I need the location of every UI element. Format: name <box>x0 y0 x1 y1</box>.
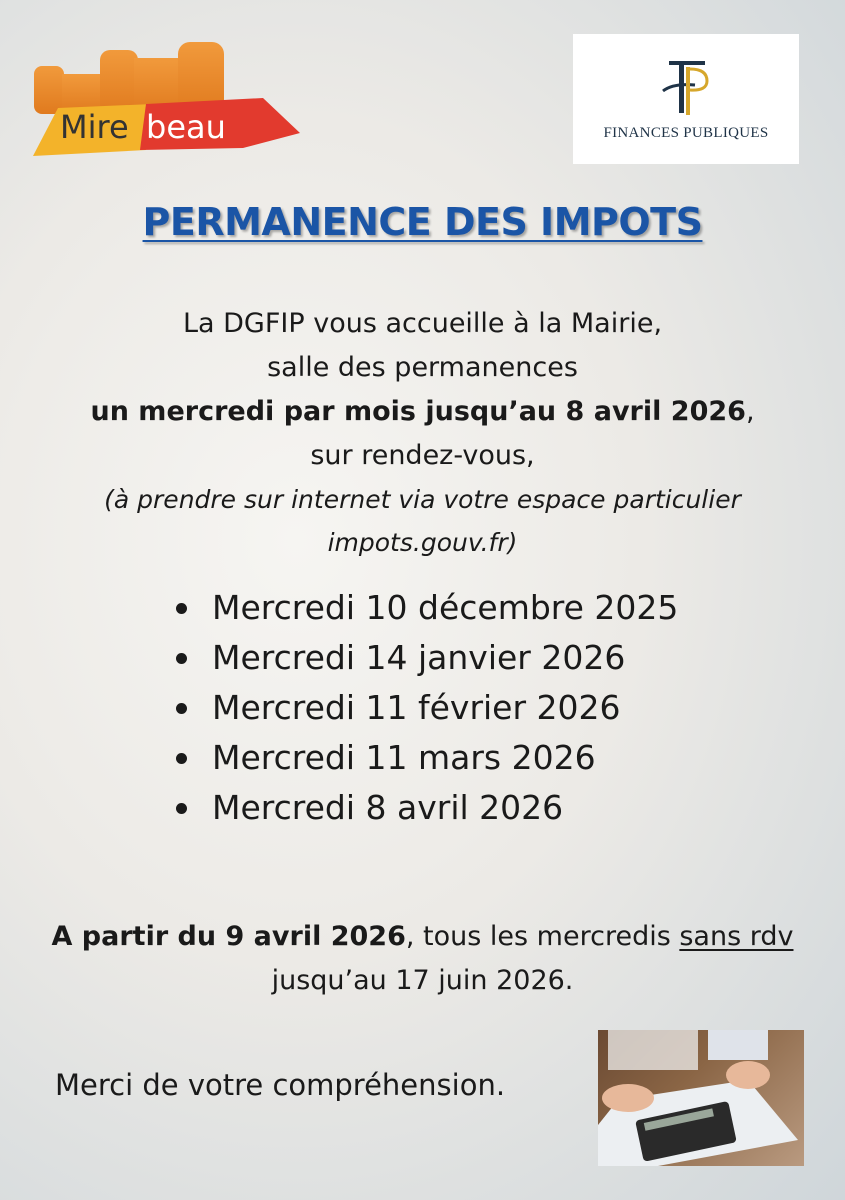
date-text: Mercredi 10 décembre 2025 <box>212 588 679 627</box>
notice-line: A partir du 9 avril 2026, tous les mercr… <box>0 915 845 959</box>
finances-publiques-logo: FINANCES PUBLIQUES <box>573 34 799 164</box>
list-item: Mercredi 11 février 2026 <box>172 683 678 733</box>
notice-line: jusqu’au 17 juin 2026. <box>271 965 574 996</box>
date-text: Mercredi 11 mars 2026 <box>212 738 596 777</box>
intro-line: salle des permanences <box>267 352 578 383</box>
date-text: Mercredi 11 février 2026 <box>212 688 621 727</box>
intro-note: impots.gouv.fr) <box>327 528 518 557</box>
notice-underlined: sans rdv <box>679 921 794 952</box>
bullet-icon <box>176 752 187 764</box>
bullet-icon <box>176 652 187 664</box>
intro-line: un mercredi par mois jusqu’au 8 avril 20… <box>0 390 845 434</box>
dates-list: Mercredi 10 décembre 2025 Mercredi 14 ja… <box>172 583 678 833</box>
list-item: Mercredi 8 avril 2026 <box>172 783 678 833</box>
mirebeau-logo: Mire beau <box>28 38 303 158</box>
svg-text:beau: beau <box>146 108 226 146</box>
intro-text: La DGFIP vous accueille à la Mairie, sal… <box>0 302 845 564</box>
intro-note: (à prendre sur internet via votre espace… <box>104 485 741 514</box>
page-title: PERMANENCE DES IMPOTS <box>142 200 703 244</box>
date-text: Mercredi 14 janvier 2026 <box>212 638 626 677</box>
svg-text:Mire: Mire <box>60 108 129 146</box>
list-item: Mercredi 14 janvier 2026 <box>172 633 678 683</box>
notice: A partir du 9 avril 2026, tous les mercr… <box>0 915 845 1003</box>
intro-line: sur rendez-vous, <box>310 440 535 471</box>
bullet-icon <box>176 802 187 814</box>
list-item: Mercredi 10 décembre 2025 <box>172 583 678 633</box>
bullet-icon <box>176 702 187 714</box>
bullet-icon <box>176 602 187 614</box>
date-text: Mercredi 8 avril 2026 <box>212 788 564 827</box>
finances-publiques-label: FINANCES PUBLIQUES <box>603 124 769 141</box>
list-item: Mercredi 11 mars 2026 <box>172 733 678 783</box>
notice-bold: A partir du 9 avril 2026 <box>51 921 406 952</box>
notice-text: , tous les mercredis <box>405 921 680 952</box>
calculator-photo <box>598 1030 804 1166</box>
closing-text: Merci de votre compréhension. <box>55 1068 506 1102</box>
intro-line: La DGFIP vous accueille à la Mairie, <box>182 308 663 339</box>
intro-bold: un mercredi par mois jusqu’au 8 avril 20… <box>90 396 746 427</box>
fp-monogram-icon <box>662 60 709 115</box>
comma: , <box>745 396 755 427</box>
